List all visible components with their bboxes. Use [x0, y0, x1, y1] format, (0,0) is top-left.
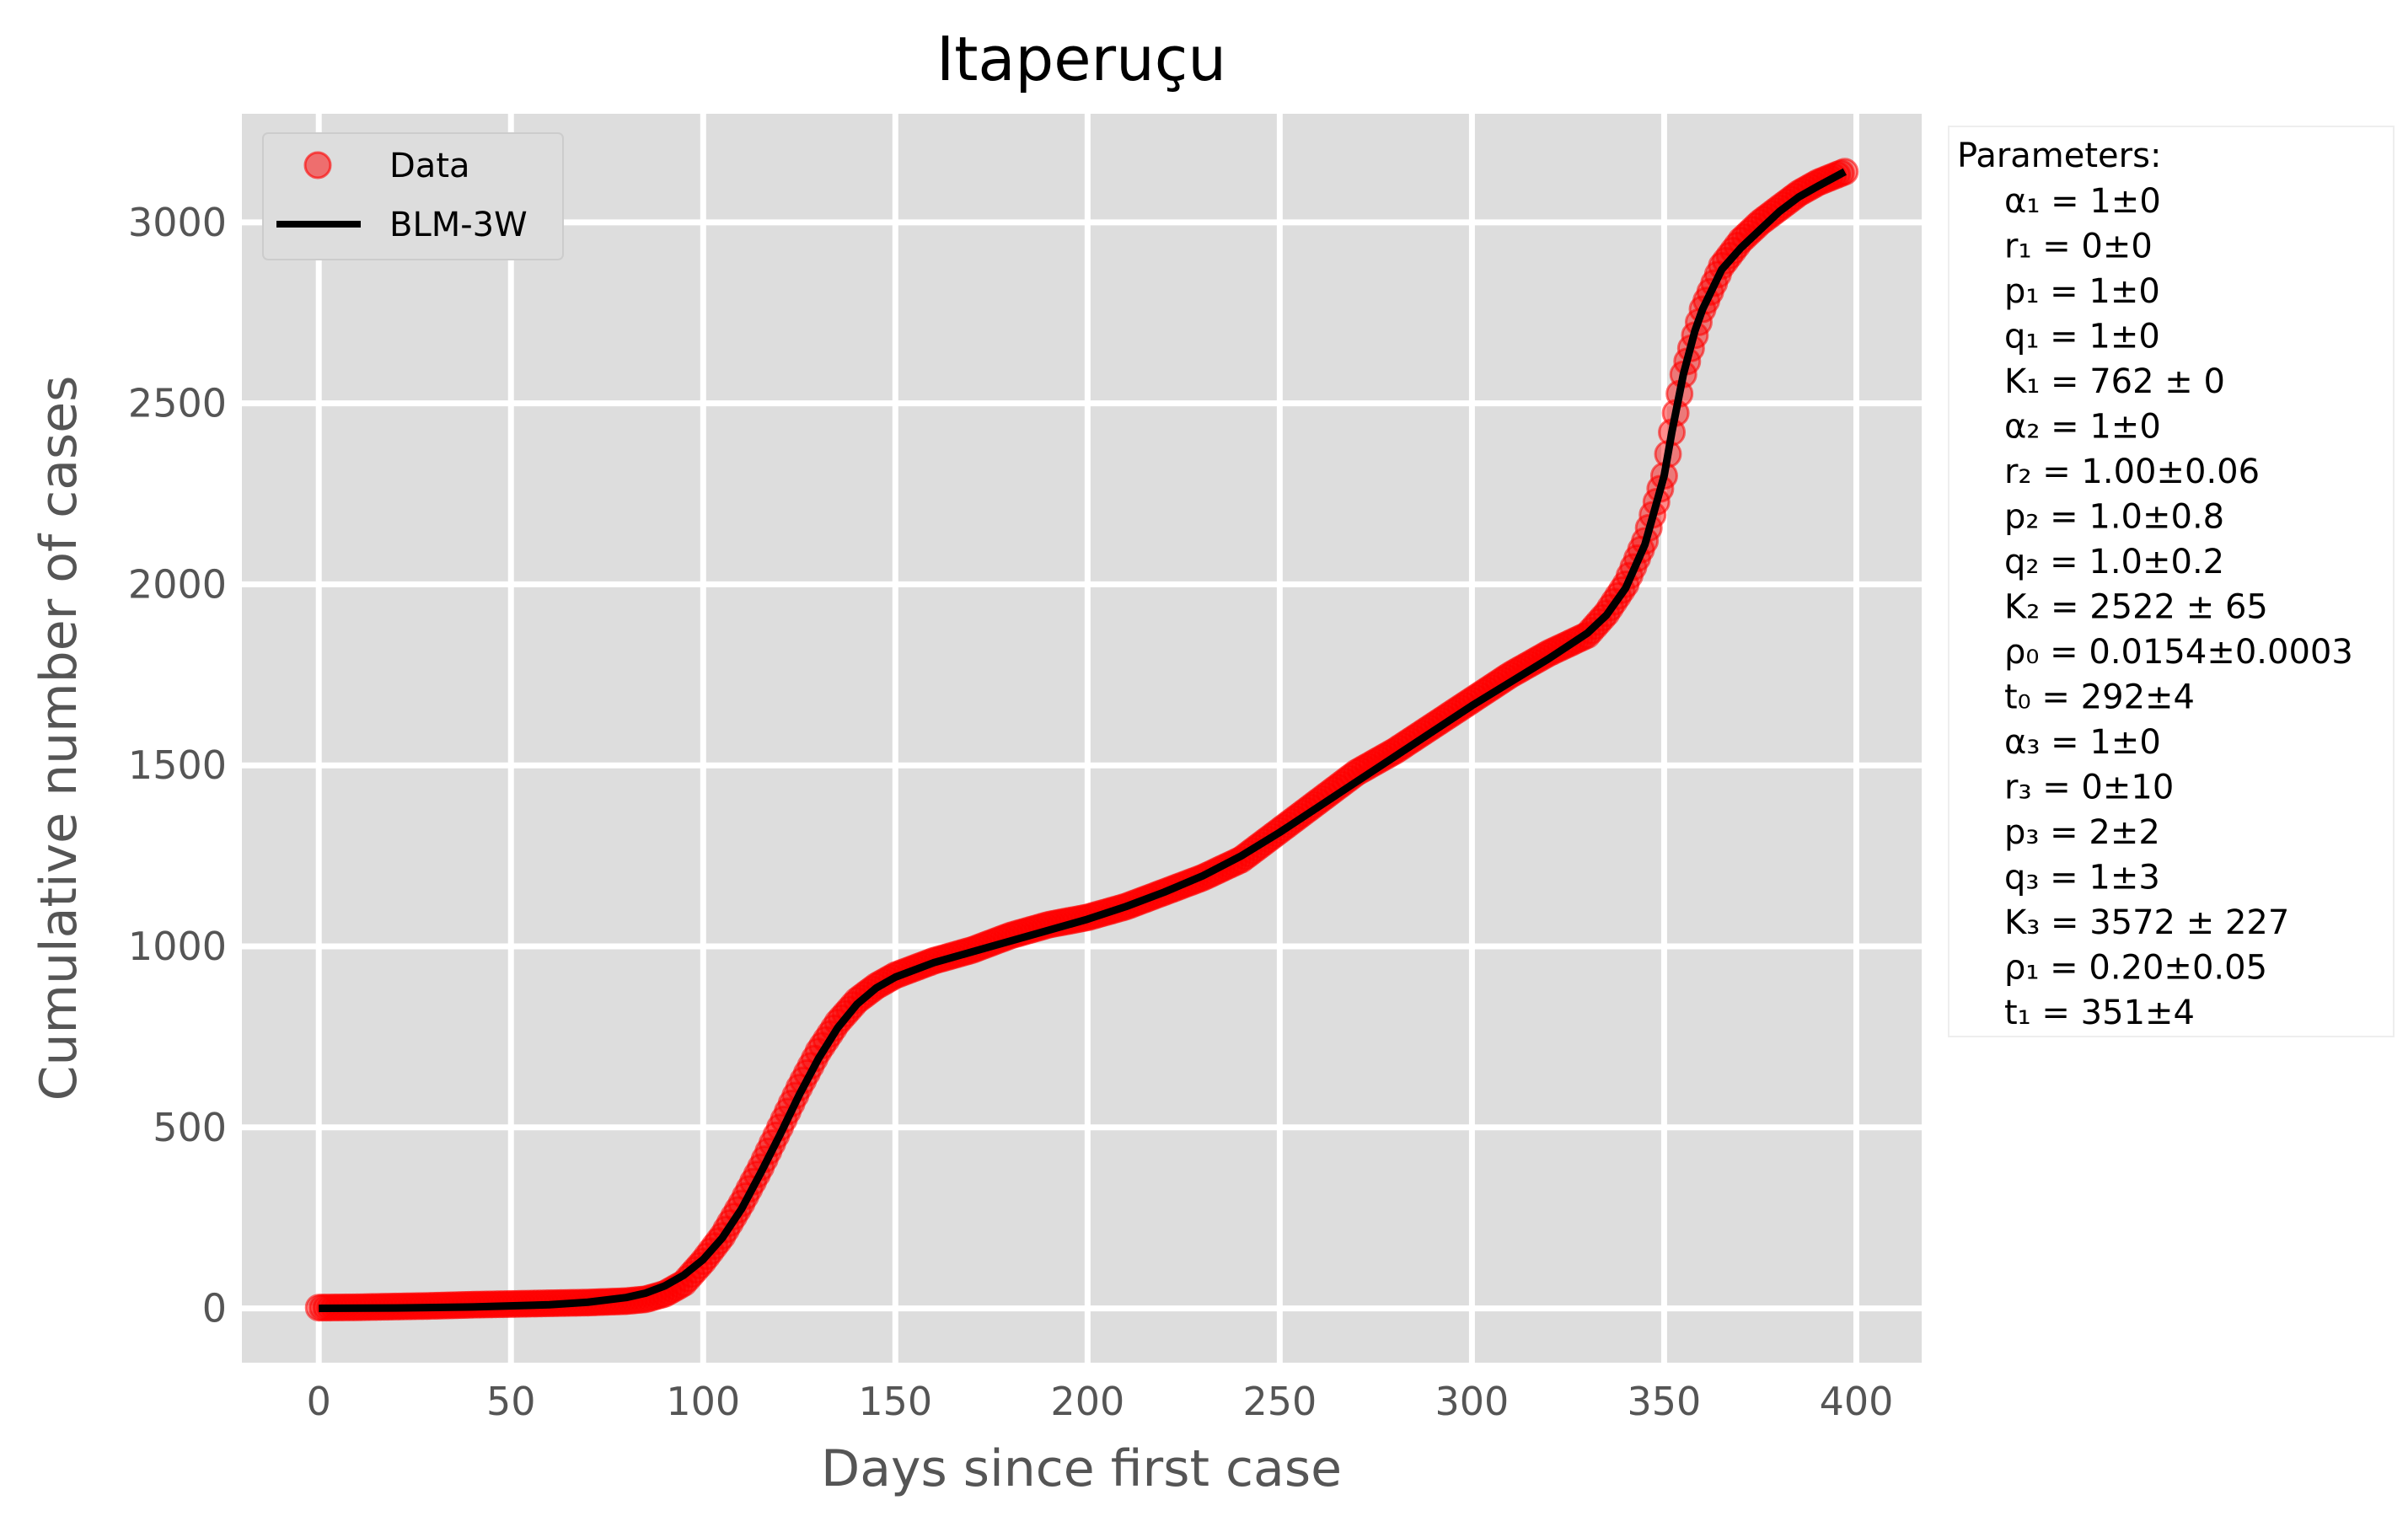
y-tick-label: 500	[153, 1105, 227, 1150]
parameter-item: t₁ = 351±4	[2004, 994, 2195, 1032]
parameter-item: p₂ = 1.0±0.8	[2004, 498, 2224, 537]
parameter-item: α₁ = 1±0	[2004, 182, 2161, 221]
parameter-item: r₃ = 0±10	[2004, 769, 2174, 807]
parameter-item: α₂ = 1±0	[2004, 408, 2161, 447]
x-tick-label: 150	[858, 1379, 932, 1424]
legend: Data BLM-3W	[262, 132, 564, 260]
chart-title: Itaperuçu	[936, 24, 1226, 94]
parameters-frame	[1948, 126, 2395, 1037]
y-tick-label: 2000	[128, 561, 227, 607]
grid	[242, 114, 1922, 1363]
parameter-item: t₀ = 292±4	[2004, 678, 2195, 717]
parameter-item: K₂ = 2522 ± 65	[2004, 588, 2268, 627]
parameter-item: ρ₁ = 0.20±0.05	[2004, 949, 2267, 988]
parameters-title: Parameters:	[1957, 137, 2161, 175]
parameter-item: ρ₀ = 0.0154±0.0003	[2004, 633, 2353, 672]
parameter-item: r₂ = 1.00±0.06	[2004, 453, 2260, 491]
parameter-item: K₃ = 3572 ± 227	[2004, 903, 2289, 942]
x-axis-label: Days since first case	[821, 1439, 1342, 1498]
parameters-list: α₁ = 1±0 r₁ = 0±0 p₁ = 1±0 q₁ = 1±0 K₁ = 762…	[2004, 182, 2353, 1032]
parameters-box: Parameters: α₁ = 1±0 r₁ = 0±0 p₁ = 1±0 q₁ =…	[1948, 126, 2395, 1037]
y-tick-label: 1000	[128, 924, 227, 969]
y-axis-label: Cumulative number of cases	[29, 376, 88, 1101]
x-tick-label: 200	[1050, 1379, 1124, 1424]
x-tick-label: 300	[1435, 1379, 1509, 1424]
parameter-item: α₃ = 1±0	[2004, 723, 2161, 762]
parameter-item: K₁ = 762 ± 0	[2004, 362, 2225, 401]
x-tick-label: 350	[1628, 1379, 1702, 1424]
parameter-item: p₃ = 2±2	[2004, 813, 2160, 852]
x-tick-label: 0	[307, 1379, 331, 1424]
parameter-item: r₁ = 0±0	[2004, 228, 2153, 266]
y-tick-label: 0	[202, 1286, 227, 1331]
legend-label-fit: BLM-3W	[389, 206, 528, 244]
y-tick-label: 1500	[128, 742, 227, 788]
legend-label-data: Data	[389, 147, 470, 185]
y-tick-label: 3000	[128, 200, 227, 245]
legend-marker-data	[303, 151, 332, 179]
y-tick-label: 2500	[128, 381, 227, 426]
x-tick-label: 50	[486, 1379, 536, 1424]
x-tick-label: 400	[1820, 1379, 1894, 1424]
parameter-item: q₃ = 1±3	[2004, 859, 2160, 897]
fit-line	[319, 168, 1847, 1313]
series-layer	[304, 158, 1859, 1322]
x-tick-label: 100	[666, 1379, 740, 1424]
parameter-item: q₁ = 1±0	[2004, 318, 2160, 356]
y-tick-labels: 0 500 1000 1500 2000 2500 3000	[128, 200, 227, 1331]
parameter-item: p₁ = 1±0	[2004, 272, 2160, 311]
x-tick-label: 250	[1242, 1379, 1317, 1424]
x-tick-labels: 0 50 100 150 200 250 300 350 400	[307, 1379, 1894, 1424]
parameter-item: q₂ = 1.0±0.2	[2004, 543, 2224, 581]
legend-box	[262, 132, 564, 260]
plot-area	[242, 114, 1922, 1363]
